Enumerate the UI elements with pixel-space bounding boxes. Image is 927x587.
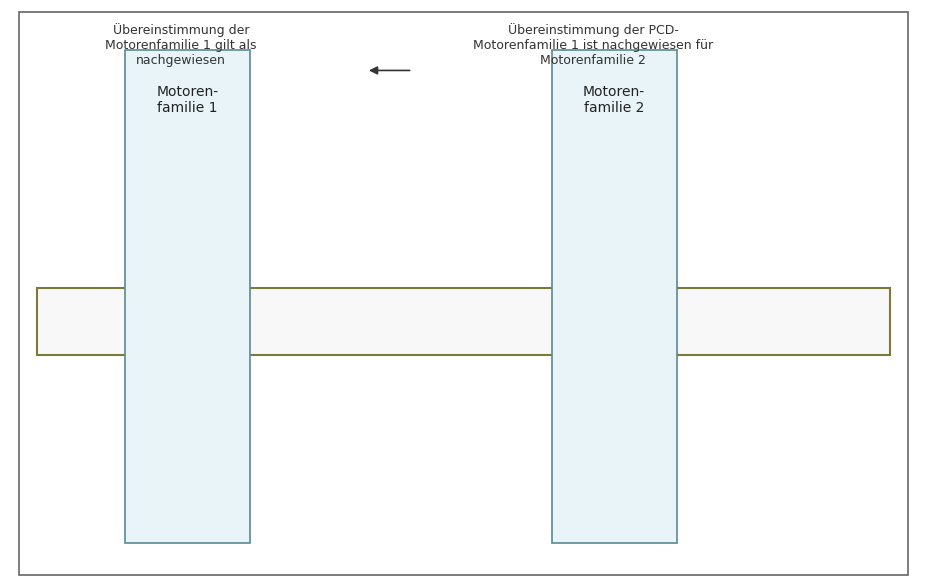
Bar: [125, 50, 250, 543]
Text: Übereinstimmung der
Motorenfamilie 1 gilt als
nachgewiesen: Übereinstimmung der Motorenfamilie 1 gil…: [105, 23, 257, 68]
Bar: [552, 50, 677, 543]
Text: Übereinstimmung der PCD-
Motorenfamilie 1 ist nachgewiesen für
Motorenfamilie 2: Übereinstimmung der PCD- Motorenfamilie …: [473, 23, 714, 68]
Bar: [37, 288, 890, 355]
Text: Motoren-
familie 2: Motoren- familie 2: [583, 85, 645, 115]
Text: Motoren-
familie 1: Motoren- familie 1: [157, 85, 219, 115]
